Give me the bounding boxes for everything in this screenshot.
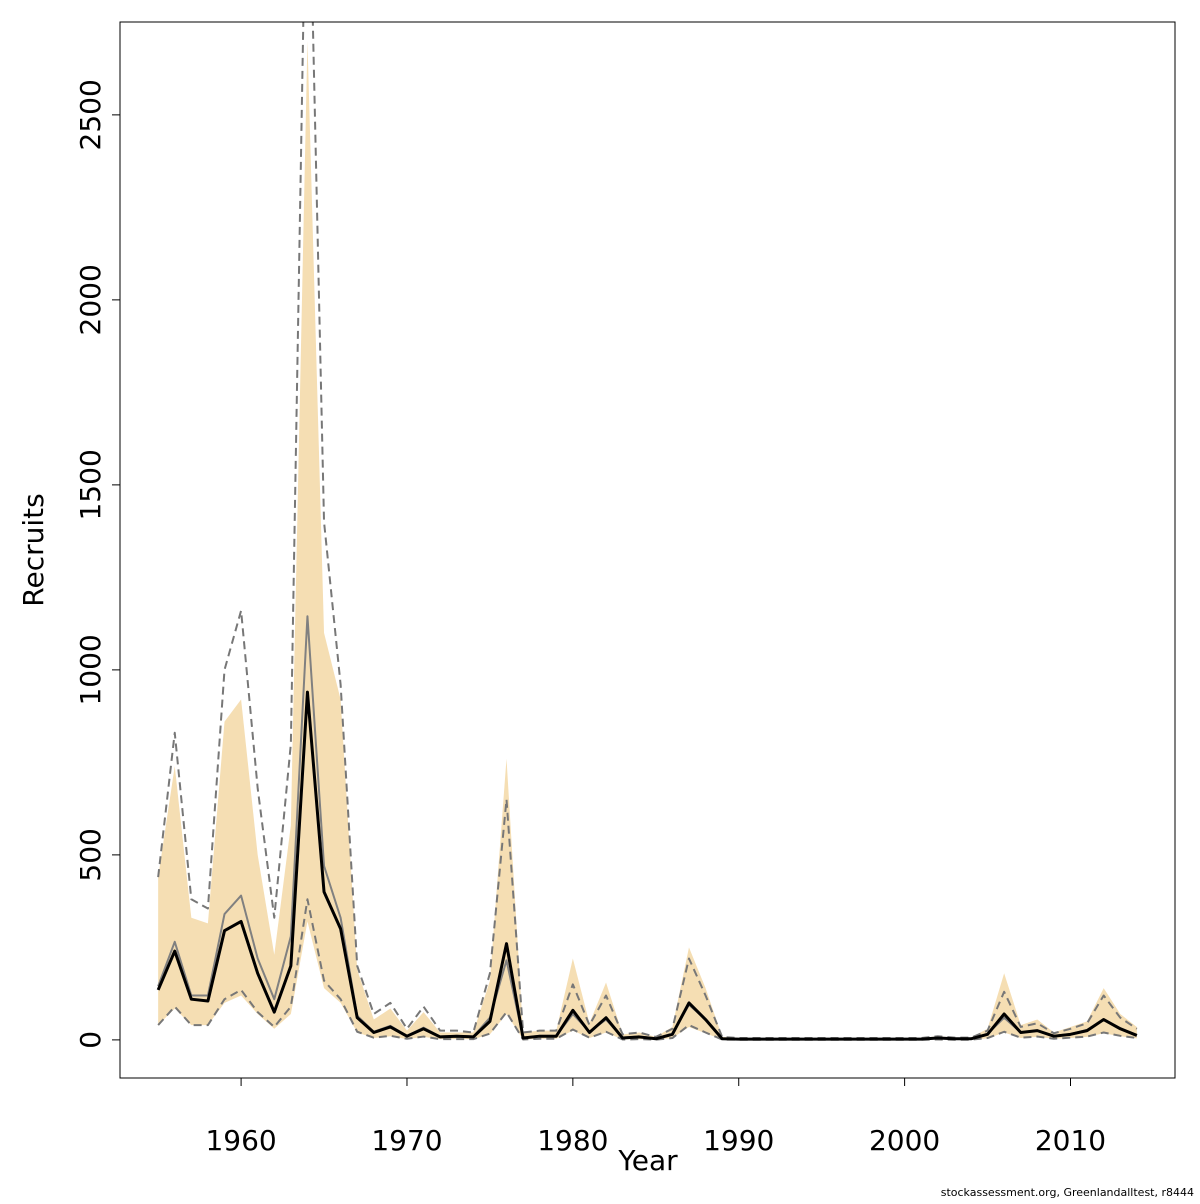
confidence-band	[158, 40, 1137, 1040]
plot-frame	[119, 21, 1176, 1079]
x-tick-label: 1990	[703, 1124, 774, 1157]
estimate-line	[156, 690, 1138, 1041]
y-tick-label: 500	[74, 828, 107, 881]
y-tick-label: 2000	[74, 264, 107, 335]
y-tick-label: 2500	[74, 79, 107, 150]
y-tick-label: 1500	[74, 449, 107, 520]
x-axis-label: Year	[617, 1144, 678, 1177]
x-tick-label: 1980	[537, 1124, 608, 1157]
y-tick-label: 0	[74, 1031, 107, 1049]
x-tick-label: 1960	[205, 1124, 276, 1157]
footnote: stockassessment.org, Greenlandalltest, r…	[941, 1186, 1194, 1199]
plot-area	[156, 22, 1138, 1041]
y-axis-label: Recruits	[17, 493, 50, 606]
y-tick-label: 1000	[74, 634, 107, 705]
interval-line	[157, 898, 1137, 1041]
x-tick-label: 2000	[869, 1124, 940, 1157]
x-tick-label: 1970	[371, 1124, 442, 1157]
x-tick-label: 2010	[1035, 1124, 1106, 1157]
